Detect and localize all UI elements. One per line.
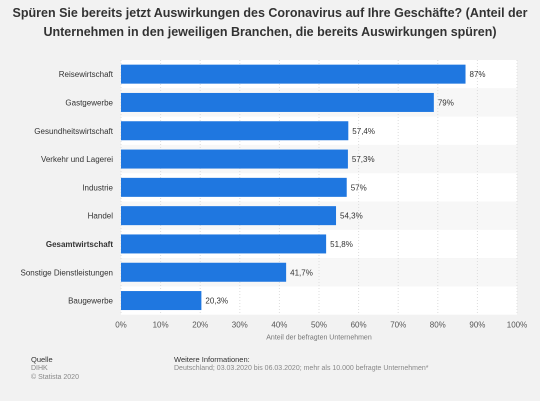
category-label: Industrie (82, 183, 113, 192)
source-line-1: DIHK (31, 365, 48, 372)
bar (121, 291, 202, 311)
source-heading: Quelle (31, 355, 53, 364)
bar (121, 206, 337, 226)
bar (121, 92, 434, 112)
x-tick-label: 10% (153, 321, 169, 330)
value-label: 51,8% (330, 240, 353, 249)
value-label: 87% (470, 70, 486, 79)
value-label: 57% (351, 183, 367, 192)
bar (121, 234, 327, 254)
source-block: Quelle DIHK © Statista 2020 (31, 355, 79, 382)
x-tick-label: 20% (192, 321, 208, 330)
value-label: 79% (438, 98, 454, 107)
value-label: 57,3% (352, 155, 375, 164)
category-label: Verkehr und Lagerei (41, 155, 113, 164)
info-block: Weitere Informationen: Deutschland; 03.0… (174, 355, 429, 373)
source-line-2: © Statista 2020 (31, 374, 79, 381)
x-tick-label: 50% (311, 321, 327, 330)
value-label: 41,7% (290, 268, 313, 277)
x-tick-label: 70% (390, 321, 406, 330)
category-label: Baugewerbe (68, 297, 113, 306)
x-tick-label: 80% (430, 321, 446, 330)
bar (121, 64, 466, 84)
bar-chart: Reisewirtschaft 87% Gastgewerbe 79% Gesundhe… (20, 60, 527, 342)
value-label: 54,3% (340, 212, 363, 221)
x-tick-label: 90% (469, 321, 485, 330)
category-label: Gesamtwirtschaft (46, 240, 113, 249)
bar (121, 149, 348, 169)
category-label: Handel (88, 212, 114, 221)
x-axis-label: Anteil der befragten Unternehmen (266, 335, 372, 342)
category-label: Sonstige Dienstleistungen (20, 268, 113, 277)
category-label: Gastgewerbe (65, 98, 113, 107)
x-tick-label: 30% (232, 321, 248, 330)
x-tick-label: 60% (351, 321, 367, 330)
chart-title: Spüren Sie bereits jetzt Auswirkungen de… (12, 6, 528, 39)
x-tick-label: 0% (115, 321, 127, 330)
category-label: Reisewirtschaft (59, 70, 114, 79)
bar (121, 262, 287, 282)
bar (121, 177, 347, 197)
category-label: Gesundheitswirtschaft (34, 127, 113, 136)
info-text: Deutschland; 03.03.2020 bis 06.03.2020; … (174, 365, 429, 372)
value-label: 20,3% (205, 297, 228, 306)
info-heading: Weitere Informationen: (174, 355, 250, 364)
value-label: 57,4% (352, 127, 375, 136)
x-tick-label: 100% (507, 321, 527, 330)
bar (121, 121, 349, 141)
x-tick-label: 40% (271, 321, 287, 330)
